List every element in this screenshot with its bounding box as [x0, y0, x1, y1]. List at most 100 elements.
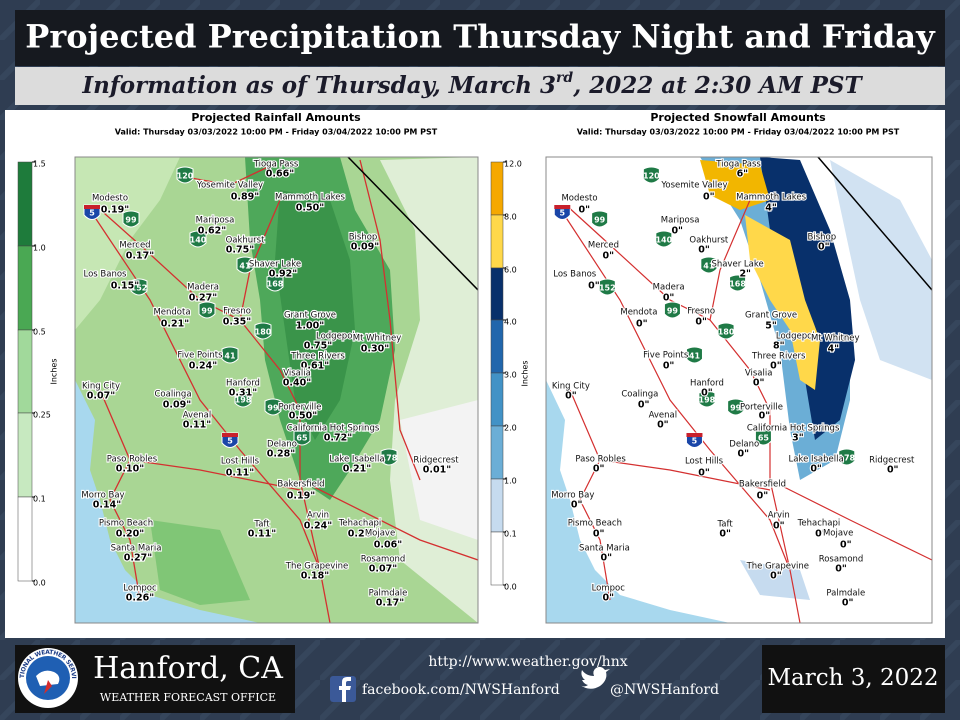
legend-tick-label: 3.0	[504, 371, 517, 380]
place-name: Taft	[253, 520, 270, 530]
place-name: Delano	[729, 440, 759, 450]
highway-number: 65	[758, 434, 770, 443]
map-title: Projected Snowfall Amounts	[650, 111, 826, 124]
legend-swatch	[17, 245, 33, 331]
place-name: Rosamond	[819, 555, 864, 565]
date-box	[762, 645, 945, 713]
place-name: Hanford	[226, 379, 260, 389]
place-value: 0"	[602, 593, 614, 604]
place-name: Bakersfield	[277, 480, 324, 490]
place-value: 0"	[835, 564, 847, 575]
place-value: 0.72"	[324, 433, 352, 444]
place-name: Lost Hills	[685, 457, 724, 467]
date: March 3, 2022	[767, 665, 938, 691]
state-shield	[254, 322, 272, 340]
place-value: 0.92"	[269, 269, 297, 280]
legend-swatch	[490, 425, 504, 480]
highway-number: 168	[729, 280, 746, 289]
place-name: Tioga Pass	[253, 160, 299, 170]
place-value: 0"	[757, 491, 769, 502]
legend-tick-label: 8.0	[504, 213, 517, 222]
legend-tick-label: 0.25	[33, 411, 51, 420]
state-shield	[266, 274, 284, 292]
subtitle-text: , 2022 at 2:30 AM PST	[572, 72, 863, 99]
nws-logo-bolt	[44, 680, 52, 694]
place-name: Merced	[588, 241, 619, 251]
place-value: 0.06"	[374, 540, 402, 551]
state-shield	[685, 346, 703, 364]
place-value: 3"	[792, 433, 804, 444]
highway-number: 41	[224, 352, 236, 361]
highway-number: 5	[227, 437, 233, 446]
place-name: Yosemite Valley	[196, 181, 263, 191]
highway-number: 99	[594, 216, 606, 225]
legend-tick-label: 0.0	[504, 583, 517, 592]
place-name: Mojave	[365, 529, 395, 539]
place-value: 0.10"	[116, 464, 144, 475]
place-name: Avenal	[649, 411, 678, 421]
state-shield	[122, 210, 140, 228]
place-name: Madera	[653, 283, 685, 293]
place-value: 0.89"	[231, 192, 259, 203]
legend-tick-label: 1.0	[33, 244, 46, 253]
place-name: Paso Robles	[107, 455, 158, 465]
map-overlays: Projected Rainfall Amounts Valid: Thursda…	[17, 111, 916, 610]
place-name: Grant Grove	[745, 311, 797, 321]
place-name: Modesto	[561, 194, 597, 204]
legend-swatch	[17, 329, 33, 414]
place-value: 0"	[571, 500, 583, 511]
place-name: Visalia	[283, 369, 311, 379]
place-value: 0.62"	[198, 226, 226, 237]
highway-number: 65	[296, 434, 308, 443]
place-value: 0"	[588, 281, 600, 292]
legend-tick-label: 6.0	[504, 266, 517, 275]
place-name: Coalinga	[621, 390, 658, 400]
facebook-f	[339, 677, 351, 702]
website[interactable]: http://www.weather.gov/hnx	[428, 654, 627, 670]
map-frame	[545, 156, 933, 624]
highway-number: 99	[730, 404, 742, 413]
place-name: Ridgecrest	[413, 456, 459, 466]
place-name: Grant Grove	[284, 311, 336, 321]
place-name: Tioga Pass	[715, 160, 761, 170]
legend-swatch	[490, 478, 504, 533]
place-name: Los Banos	[84, 270, 128, 280]
subtitle-bar	[15, 67, 945, 105]
place-name: Mt Whitney	[811, 334, 860, 344]
subtitle-text: Information as of Thursday, March 3	[81, 72, 556, 99]
place-value: 0.11"	[226, 468, 254, 479]
highway-number: 41	[689, 352, 701, 361]
state-shield	[189, 230, 207, 248]
place-value: 0.01"	[423, 465, 451, 476]
place-name: Shaver Lake	[711, 260, 763, 270]
place-value: 0"	[663, 293, 675, 304]
state-shield	[700, 256, 718, 274]
place-value: 0.75"	[226, 245, 254, 256]
legend-tick-label: 1.0	[504, 477, 517, 486]
place-name: Lompoc	[592, 584, 626, 594]
highway-number: 99	[267, 404, 279, 413]
place-value: 0.27"	[189, 293, 217, 304]
place-name: Taft	[717, 520, 734, 530]
place-value: 0.35"	[223, 317, 251, 328]
highway-number: 99	[667, 307, 679, 316]
highway-number: 180	[255, 328, 272, 337]
place-name: Pismo Beach	[568, 519, 622, 529]
place-name: Paso Robles	[575, 455, 626, 465]
place-value: 0"	[703, 192, 715, 203]
facebook-link[interactable]: facebook.com/NWSHanford	[362, 682, 560, 698]
highway-number: 178	[381, 454, 398, 463]
place-name: Five Points	[177, 351, 223, 361]
place-value: 0.09"	[163, 400, 191, 411]
office-name: Hanford, CA	[93, 651, 283, 686]
rain-map	[75, 157, 478, 623]
place-name: Shaver Lake	[249, 260, 301, 270]
place-value: 0.75"	[304, 341, 332, 352]
place-value: 0"	[638, 400, 650, 411]
highway-number: 198	[699, 396, 716, 405]
twitter-link[interactable]: @NWSHanford	[610, 682, 719, 698]
highway-number: 178	[838, 454, 855, 463]
legend-tick-label: 1.5	[33, 160, 46, 169]
legend-tick-label: 0.5	[33, 328, 46, 337]
place-value: 0"	[695, 317, 707, 328]
